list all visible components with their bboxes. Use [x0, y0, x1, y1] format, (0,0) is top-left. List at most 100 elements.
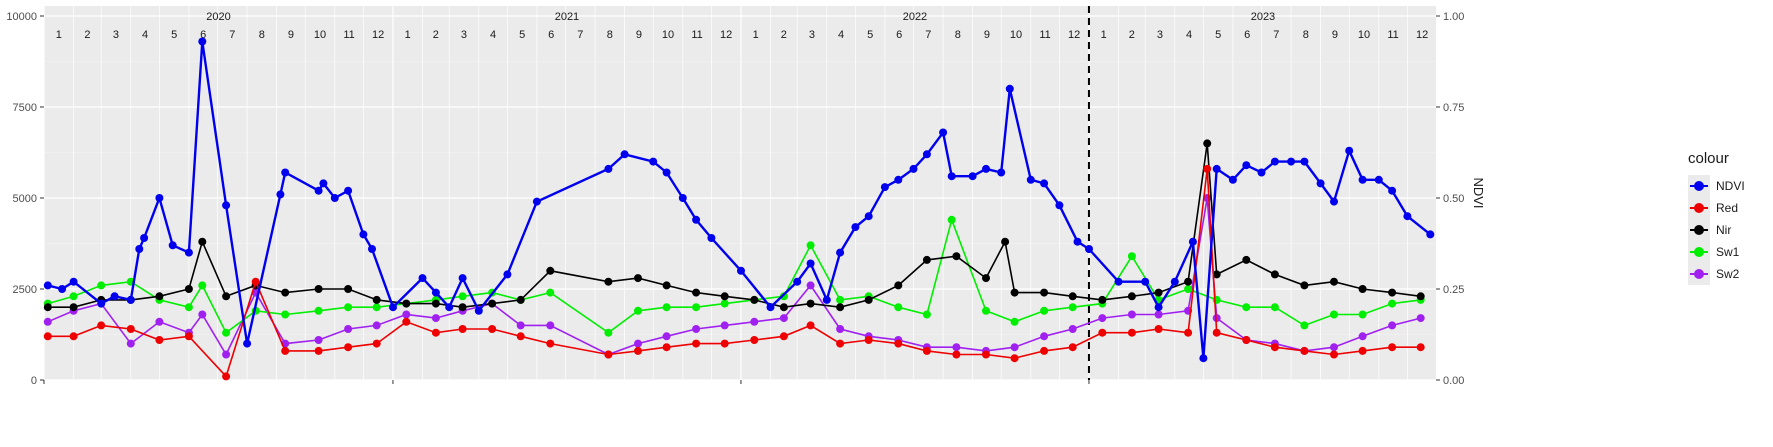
- data-point-ndvi: [458, 274, 467, 283]
- data-point-sw2: [1416, 314, 1425, 323]
- data-point-nir: [1040, 288, 1049, 297]
- data-point-nir: [1212, 270, 1221, 279]
- data-point-ndvi: [766, 303, 775, 312]
- data-point-ndvi: [140, 234, 149, 242]
- data-point-ndvi: [445, 303, 454, 312]
- data-point-sw2: [692, 325, 701, 333]
- data-point-red: [952, 350, 961, 359]
- data-point-nir: [222, 292, 231, 301]
- data-point-ndvi: [1141, 277, 1150, 286]
- data-point-red: [1203, 164, 1212, 173]
- legend: colour NDVI Red Nir Sw1 Sw2: [1688, 150, 1768, 285]
- data-point-sw2: [662, 332, 671, 341]
- data-point-nir: [806, 299, 815, 308]
- month-label: 8: [607, 29, 613, 41]
- month-label: 6: [896, 29, 902, 41]
- data-point-ndvi: [58, 285, 67, 293]
- data-point-red: [488, 325, 497, 333]
- data-point-sw2: [402, 310, 411, 319]
- data-point-red: [634, 346, 642, 355]
- data-point-red: [779, 332, 788, 341]
- data-point-ndvi: [922, 150, 931, 159]
- data-point-red: [1040, 346, 1049, 355]
- data-point-sw2: [222, 350, 231, 359]
- y-left-tick-label: 10000: [6, 11, 37, 23]
- month-label: 1: [405, 29, 411, 41]
- data-point-red: [222, 372, 231, 381]
- month-label: 3: [461, 29, 467, 41]
- legend-key: [1688, 197, 1710, 219]
- data-point-red: [155, 336, 164, 344]
- data-point-sw2: [314, 336, 323, 344]
- data-point-nir: [1416, 292, 1425, 301]
- data-point-ndvi: [344, 186, 353, 195]
- data-point-nir: [69, 303, 78, 312]
- data-point-sw1: [1358, 310, 1367, 319]
- data-point-sw1: [720, 299, 729, 308]
- data-point-red: [604, 350, 613, 359]
- data-point-nir: [1001, 237, 1010, 246]
- data-point-sw2: [836, 325, 845, 333]
- data-point-red: [97, 321, 106, 330]
- data-point-sw2: [1358, 332, 1367, 341]
- data-point-red: [43, 332, 52, 341]
- data-point-red: [720, 339, 729, 348]
- data-point-sw2: [1330, 343, 1338, 352]
- data-point-sw2: [1388, 321, 1397, 330]
- data-point-nir: [1242, 255, 1251, 264]
- data-point-ndvi: [222, 201, 231, 210]
- month-label: 12: [1416, 29, 1428, 41]
- data-point-red: [1098, 328, 1107, 337]
- data-point-nir: [720, 292, 729, 301]
- data-point-sw2: [1127, 310, 1136, 319]
- data-point-nir: [458, 303, 467, 312]
- data-point-red: [1242, 336, 1251, 344]
- data-point-sw1: [1127, 252, 1136, 261]
- data-point-ndvi: [1388, 186, 1397, 195]
- data-point-red: [1388, 343, 1397, 352]
- data-point-ndvi: [793, 277, 802, 286]
- y-right-tick-label: 0.75: [1443, 102, 1464, 114]
- data-point-sw1: [222, 328, 231, 337]
- month-label: 11: [691, 29, 702, 41]
- month-label: 10: [662, 29, 674, 41]
- data-point-ndvi: [503, 270, 512, 279]
- data-point-red: [1358, 346, 1367, 355]
- data-point-red: [864, 336, 873, 344]
- month-label: 8: [1303, 29, 1309, 41]
- month-label: 3: [809, 29, 815, 41]
- month-label: 3: [113, 29, 119, 41]
- data-point-sw2: [1068, 325, 1077, 333]
- data-point-ndvi: [1228, 175, 1237, 184]
- data-point-ndvi: [359, 230, 368, 239]
- legend-label: Sw2: [1716, 267, 1740, 281]
- month-label: 2: [781, 29, 787, 41]
- month-label: 8: [259, 29, 265, 41]
- month-label: 7: [1273, 29, 1279, 41]
- month-label: 4: [142, 29, 148, 41]
- data-point-red: [836, 339, 845, 348]
- data-point-nir: [1184, 277, 1193, 286]
- data-point-nir: [922, 255, 931, 264]
- data-point-sw1: [1242, 303, 1251, 312]
- y-left-tick-label: 5000: [13, 193, 37, 205]
- data-point-red: [806, 321, 815, 330]
- data-point-nir: [982, 274, 990, 283]
- data-point-ndvi: [1040, 179, 1049, 188]
- data-point-red: [750, 336, 759, 344]
- data-point-nir: [836, 303, 845, 312]
- data-point-red: [372, 339, 381, 348]
- data-point-ndvi: [836, 248, 845, 257]
- data-point-ndvi: [1345, 146, 1354, 155]
- month-label: 7: [577, 29, 583, 41]
- data-point-nir: [864, 295, 873, 304]
- month-label: 1: [1101, 29, 1107, 41]
- data-point-sw2: [431, 314, 440, 323]
- data-point-nir: [43, 303, 52, 312]
- data-point-nir: [779, 303, 788, 312]
- data-point-ndvi: [319, 179, 328, 188]
- legend-item-red: Red: [1688, 197, 1768, 219]
- data-point-ndvi: [168, 241, 177, 250]
- month-label: 1: [56, 29, 62, 41]
